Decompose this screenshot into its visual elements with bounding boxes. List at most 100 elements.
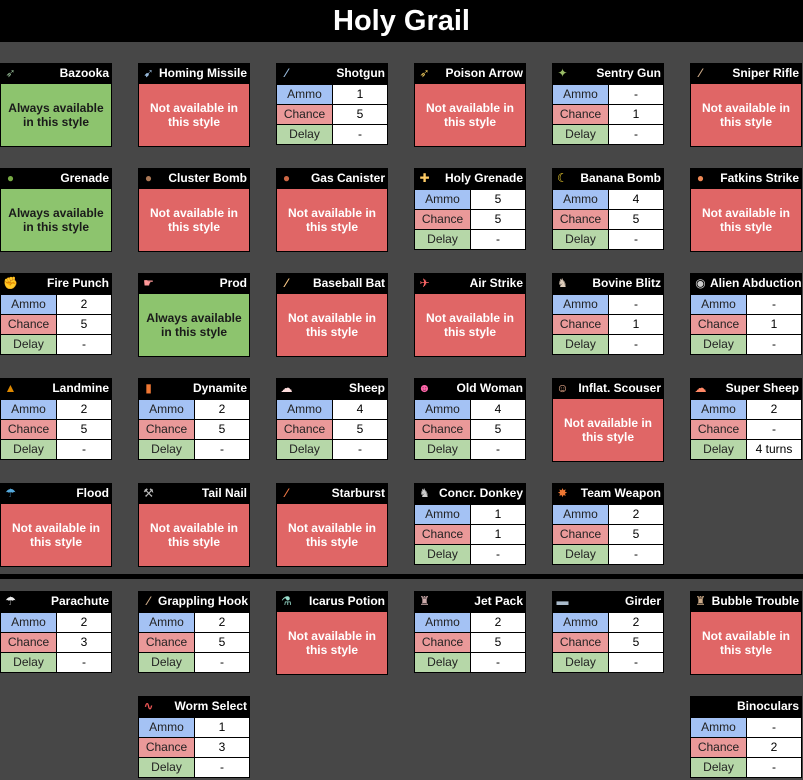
weapon-name: Binoculars xyxy=(736,699,799,713)
bubble-trouble-icon: ♜ xyxy=(695,594,706,608)
chance-value: - xyxy=(746,419,802,440)
weapon-name: Holy Grenade xyxy=(444,171,523,185)
weapon-header: ● Grenade xyxy=(0,168,112,189)
delay-row: Delay - xyxy=(690,334,802,355)
delay-row: Delay - xyxy=(276,124,388,145)
ammo-label: Ammo xyxy=(276,84,333,105)
weapon-name: Dynamite xyxy=(192,381,247,395)
ammo-value: 1 xyxy=(470,504,526,525)
delay-row: Delay - xyxy=(552,124,664,145)
chance-label: Chance xyxy=(414,632,471,653)
ammo-value: 2 xyxy=(194,612,250,633)
weapon-header: ⁄ Grappling Hook xyxy=(138,591,250,612)
availability-status: Not available in this style xyxy=(276,294,388,357)
ammo-label: Ammo xyxy=(276,399,333,420)
weapon-stats-table: Ammo 2 Chance 5 Delay - xyxy=(138,612,250,673)
weapon-header: ☻ Old Woman xyxy=(414,378,526,399)
weapon-name: Landmine xyxy=(52,381,109,395)
chance-label: Chance xyxy=(276,104,333,125)
delay-row: Delay - xyxy=(690,757,802,778)
shotgun-icon: ⁄ xyxy=(285,66,288,80)
ammo-label: Ammo xyxy=(138,612,195,633)
weapon-name: Prod xyxy=(219,276,247,290)
delay-label: Delay xyxy=(690,334,747,355)
availability-status: Not available in this style xyxy=(690,612,802,675)
ammo-row: Ammo 4 xyxy=(414,399,526,420)
chance-value: 1 xyxy=(470,524,526,545)
ammo-label: Ammo xyxy=(690,717,747,738)
delay-label: Delay xyxy=(0,439,57,460)
chance-row: Chance 1 xyxy=(414,524,526,545)
delay-label: Delay xyxy=(0,652,57,673)
delay-value: - xyxy=(194,652,250,673)
chance-row: Chance 1 xyxy=(552,104,664,125)
ammo-row: Ammo - xyxy=(552,84,664,105)
weapon-stats-table: Ammo 2 Chance 5 Delay - xyxy=(0,294,112,355)
chance-row: Chance 1 xyxy=(690,314,802,335)
delay-value: - xyxy=(608,544,664,565)
availability-status: Not available in this style xyxy=(690,189,802,252)
delay-label: Delay xyxy=(552,544,609,565)
weapon-name: Bazooka xyxy=(59,66,109,80)
weapon-name: Poison Arrow xyxy=(445,66,523,80)
delay-label: Delay xyxy=(414,544,471,565)
ammo-value: - xyxy=(746,717,802,738)
weapon-card-inflat-scouser: ☺ Inflat. Scouser Not available in this st… xyxy=(552,378,664,462)
sentry-gun-icon: ✦ xyxy=(557,66,568,80)
delay-value: - xyxy=(332,124,388,145)
delay-label: Delay xyxy=(138,757,195,778)
weapon-card-flood: ☂ Flood Not available in this style xyxy=(0,483,112,567)
weapon-name: Shotgun xyxy=(336,66,385,80)
weapon-stats-table: Ammo 2 Chance 5 Delay - xyxy=(552,504,664,565)
icarus-potion-icon: ⚗ xyxy=(281,594,292,608)
weapon-header: ⚒ Tail Nail xyxy=(138,483,250,504)
gas-canister-icon: ● xyxy=(282,171,291,185)
delay-value: - xyxy=(194,439,250,460)
weapon-name: Flood xyxy=(76,486,109,500)
ammo-label: Ammo xyxy=(552,84,609,105)
ammo-label: Ammo xyxy=(138,717,195,738)
weapon-card-poison-arrow: ➶ Poison Arrow Not available in this style xyxy=(414,63,526,147)
weapon-card-grappling-hook: ⁄ Grappling Hook Ammo 2 Chance 5 Delay - xyxy=(138,591,250,673)
weapon-stats-table: Ammo 2 Chance 5 Delay - xyxy=(138,399,250,460)
delay-row: Delay - xyxy=(0,439,112,460)
weapon-header: ➶ Bazooka xyxy=(0,63,112,84)
ammo-value: 4 xyxy=(608,189,664,210)
weapon-card-parachute: ☂ Parachute Ammo 2 Chance 3 Delay - xyxy=(0,591,112,673)
chance-value: 3 xyxy=(56,632,112,653)
delay-label: Delay xyxy=(552,124,609,145)
delay-value: - xyxy=(332,439,388,460)
chance-label: Chance xyxy=(414,209,471,230)
weapon-name: Inflat. Scouser xyxy=(578,381,661,395)
delay-row: Delay - xyxy=(552,544,664,565)
weapon-header: ✸ Team Weapon xyxy=(552,483,664,504)
delay-value: - xyxy=(608,652,664,673)
chance-label: Chance xyxy=(0,632,57,653)
weapon-card-team-weapon: ✸ Team Weapon Ammo 2 Chance 5 Delay - xyxy=(552,483,664,565)
chance-value: 1 xyxy=(608,104,664,125)
chance-value: 1 xyxy=(746,314,802,335)
weapon-name: Sentry Gun xyxy=(596,66,661,80)
jet-pack-icon: ♜ xyxy=(419,594,430,608)
chance-label: Chance xyxy=(0,419,57,440)
weapon-card-sniper-rifle: ⁄ Sniper Rifle Not available in this style xyxy=(690,63,802,147)
chance-value: 5 xyxy=(470,419,526,440)
ammo-label: Ammo xyxy=(0,294,57,315)
ammo-value: - xyxy=(746,294,802,315)
tail-nail-icon: ⚒ xyxy=(143,486,154,500)
ammo-value: - xyxy=(608,84,664,105)
weapon-name: Homing Missile xyxy=(158,66,247,80)
availability-status: Not available in this style xyxy=(414,294,526,357)
weapon-header: ✚ Holy Grenade xyxy=(414,168,526,189)
availability-status: Not available in this style xyxy=(552,399,664,462)
bazooka-icon: ➶ xyxy=(5,66,16,80)
page-title: Holy Grail xyxy=(0,0,803,42)
weapon-header: ⁄ Sniper Rifle xyxy=(690,63,802,84)
weapon-name: Worm Select xyxy=(174,699,247,713)
chance-row: Chance 5 xyxy=(0,314,112,335)
chance-label: Chance xyxy=(138,632,195,653)
weapon-card-landmine: ▲ Landmine Ammo 2 Chance 5 Delay - xyxy=(0,378,112,460)
delay-value: - xyxy=(470,652,526,673)
delay-value: - xyxy=(608,334,664,355)
weapon-header: ⁄ Starburst xyxy=(276,483,388,504)
